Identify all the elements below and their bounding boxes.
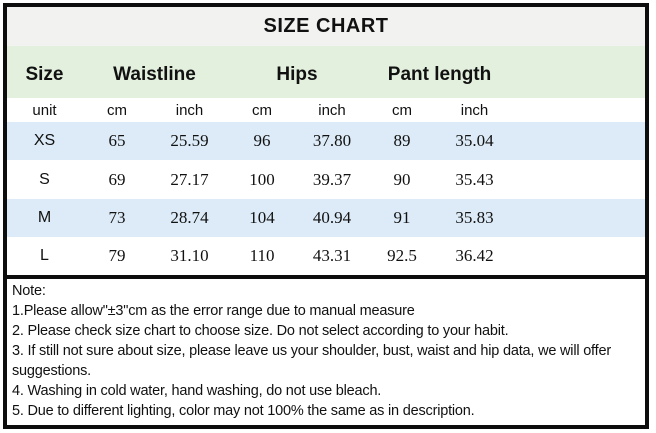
value-cell: 79 xyxy=(108,246,126,265)
group-header-row: Size Waistline Hips Pant length xyxy=(7,46,645,98)
value-cell: 40.94 xyxy=(312,208,352,227)
value-cell: 104 xyxy=(249,208,275,227)
notes-heading: Note: xyxy=(12,283,46,299)
unit-row: unit cm inch cm inch cm inch xyxy=(7,98,645,122)
value-cell: 69 xyxy=(108,169,126,189)
table-row-l: L 79 31.10 110 43.31 92.5 36.42 xyxy=(7,237,645,275)
unit-cell: inch xyxy=(460,101,489,119)
value-cell: 37.80 xyxy=(312,131,352,150)
column-header-filler xyxy=(512,46,645,98)
unit-cell: cm xyxy=(392,101,413,119)
size-table: Size Waistline Hips Pant length unit cm … xyxy=(7,46,645,275)
value-cell: 35.04 xyxy=(455,131,494,150)
note-item: 2. Please check size chart to choose siz… xyxy=(12,323,509,339)
value-cell: 35.43 xyxy=(455,169,494,189)
unit-cell: unit xyxy=(32,101,57,119)
unit-cell: cm xyxy=(252,101,273,119)
value-cell: 35.83 xyxy=(455,208,494,227)
column-header-size: Size xyxy=(25,64,64,85)
column-header-pant-length: Pant length xyxy=(387,64,492,85)
value-cell: 73 xyxy=(108,208,126,227)
value-cell: 110 xyxy=(249,246,275,265)
size-cell: L xyxy=(40,247,49,264)
value-cell: 28.74 xyxy=(170,208,209,227)
note-item: 5. Due to different lighting, color may … xyxy=(12,403,475,419)
unit-cell: inch xyxy=(318,101,346,119)
value-cell: 91 xyxy=(393,208,411,227)
note-item: 3. If still not sure about size, please … xyxy=(12,343,611,379)
unit-cell: cm xyxy=(107,101,127,119)
value-cell: 90 xyxy=(393,169,411,189)
value-cell: 92.5 xyxy=(387,246,417,265)
table-row-xs: XS 65 25.59 96 37.80 89 35.04 xyxy=(7,122,645,160)
unit-cell: inch xyxy=(175,101,204,119)
notes-section: Note: 1.Please allow"±3"cm as the error … xyxy=(7,275,645,425)
value-cell: 96 xyxy=(253,131,271,150)
size-cell: M xyxy=(37,209,52,226)
size-cell: S xyxy=(39,170,50,188)
value-cell: 25.59 xyxy=(170,131,209,150)
column-header-hips: Hips xyxy=(276,64,318,85)
value-cell: 100 xyxy=(249,169,275,189)
value-cell: 43.31 xyxy=(312,246,352,265)
table-row-m: M 73 28.74 104 40.94 91 35.83 xyxy=(7,199,645,237)
size-cell: XS xyxy=(33,132,56,149)
value-cell: 65 xyxy=(108,131,126,150)
value-cell: 31.10 xyxy=(170,246,209,265)
size-chart-panel: SIZE CHART Size Waistline Hips Pant leng… xyxy=(3,3,649,429)
value-cell: 27.17 xyxy=(170,169,209,189)
value-cell: 89 xyxy=(393,131,411,150)
column-header-waistline: Waistline xyxy=(113,64,196,85)
value-cell: 39.37 xyxy=(312,169,352,189)
value-cell: 36.42 xyxy=(455,246,494,265)
note-item: 1.Please allow"±3"cm as the error range … xyxy=(12,303,415,319)
chart-title: SIZE CHART xyxy=(7,7,645,46)
table-row-s: S 69 27.17 100 39.37 90 35.43 xyxy=(7,160,645,199)
note-item: 4. Washing in cold water, hand washing, … xyxy=(12,383,382,399)
